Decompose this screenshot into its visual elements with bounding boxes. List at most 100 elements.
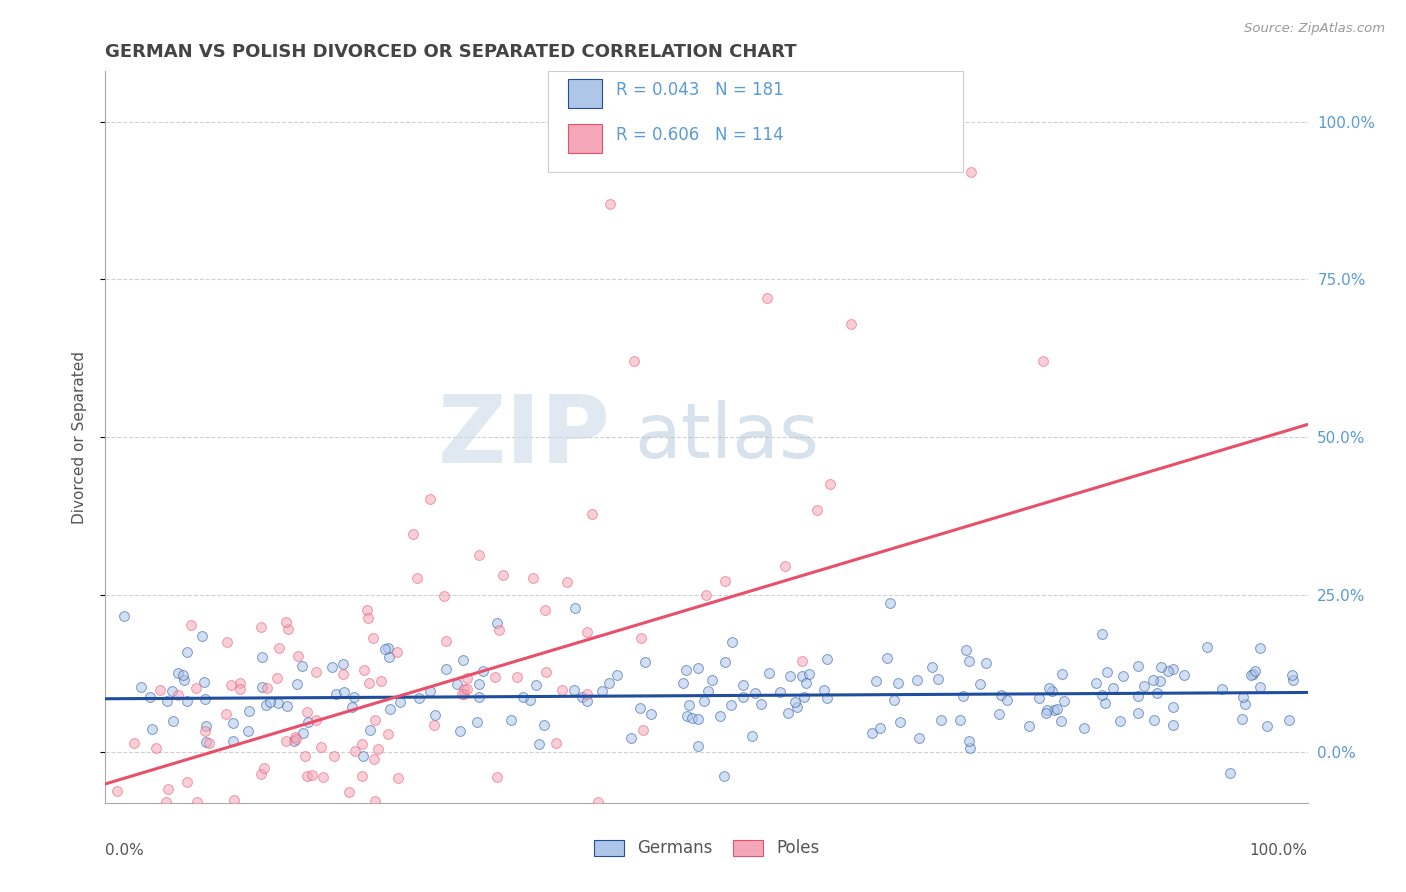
Point (166, 665, 188, 680)
Point (214, 707, 236, 722)
Point (796, 675, 818, 690)
Point (929, 713, 952, 727)
Point (783, 695, 806, 709)
Point (337, 785, 360, 799)
Point (305, 665, 328, 680)
Point (194, 735, 217, 749)
Point (202, 821, 225, 835)
Point (628, 701, 651, 715)
Point (1281, 667, 1303, 681)
Point (876, 651, 898, 665)
Point (468, 548, 491, 562)
Point (423, 708, 446, 723)
Point (1094, 696, 1116, 710)
Point (879, 596, 901, 610)
Point (1195, 640, 1218, 654)
Point (377, 640, 399, 655)
Point (1046, 702, 1069, 716)
Point (720, 635, 742, 649)
Point (194, 723, 217, 738)
Text: 100.0%: 100.0% (1250, 843, 1308, 858)
Point (149, 683, 172, 698)
Point (145, 741, 167, 756)
Point (671, 675, 693, 690)
Point (1126, 659, 1149, 673)
Point (562, 683, 585, 698)
Point (678, 698, 700, 712)
Point (1232, 712, 1254, 726)
Point (295, 706, 318, 720)
Point (551, 683, 574, 698)
Point (697, 684, 720, 698)
Point (1211, 681, 1233, 696)
Point (364, 713, 387, 727)
Point (1278, 713, 1301, 727)
Point (295, 768, 318, 782)
Point (571, 690, 593, 704)
Point (323, 748, 346, 763)
Point (1050, 666, 1073, 681)
Point (250, 649, 273, 664)
Point (952, 690, 974, 704)
Point (581, 507, 603, 521)
Point (389, 695, 412, 709)
Point (287, 648, 309, 663)
Point (575, 687, 598, 701)
Point (1040, 684, 1063, 698)
Point (453, 681, 475, 696)
Point (1149, 673, 1171, 688)
Point (141, 723, 163, 737)
Point (229, 675, 252, 690)
Point (222, 715, 245, 730)
Point (423, 717, 446, 731)
Legend: Germans, Poles: Germans, Poles (588, 832, 825, 864)
Point (1173, 668, 1195, 682)
Point (194, 719, 217, 733)
Point (333, 685, 356, 699)
Point (974, 656, 997, 670)
Point (301, 768, 323, 782)
Point (883, 693, 905, 707)
Point (350, 769, 373, 783)
Point (534, 603, 557, 617)
Point (283, 733, 305, 747)
Point (630, 631, 652, 645)
Point (356, 603, 378, 617)
Point (564, 600, 586, 615)
Point (839, 317, 862, 331)
Point (357, 611, 380, 625)
Point (160, 683, 183, 698)
Point (222, 792, 245, 806)
Text: R = 0.043   N = 181: R = 0.043 N = 181 (616, 80, 785, 99)
Point (534, 665, 557, 679)
Point (921, 659, 943, 673)
Point (485, 615, 508, 630)
Point (591, 683, 613, 698)
Point (773, 558, 796, 573)
Y-axis label: Divorced or Separated: Divorced or Separated (72, 351, 87, 524)
Point (484, 670, 506, 684)
Point (277, 622, 299, 636)
Point (908, 731, 931, 746)
Point (969, 677, 991, 691)
Point (276, 615, 298, 630)
Point (709, 709, 731, 723)
Point (122, 736, 145, 750)
Point (1073, 722, 1095, 736)
Point (361, 631, 384, 645)
Point (1150, 659, 1173, 673)
Point (191, 629, 214, 643)
Point (865, 673, 887, 688)
Point (623, 354, 645, 368)
Point (586, 795, 609, 809)
Point (266, 672, 288, 686)
Point (815, 690, 838, 705)
Point (793, 690, 815, 704)
Point (176, 645, 198, 659)
Point (332, 657, 354, 672)
Point (1240, 668, 1263, 682)
Point (806, 503, 828, 517)
Text: Source: ZipAtlas.com: Source: ZipAtlas.com (1244, 22, 1385, 36)
Point (1018, 719, 1040, 733)
Point (343, 690, 366, 704)
